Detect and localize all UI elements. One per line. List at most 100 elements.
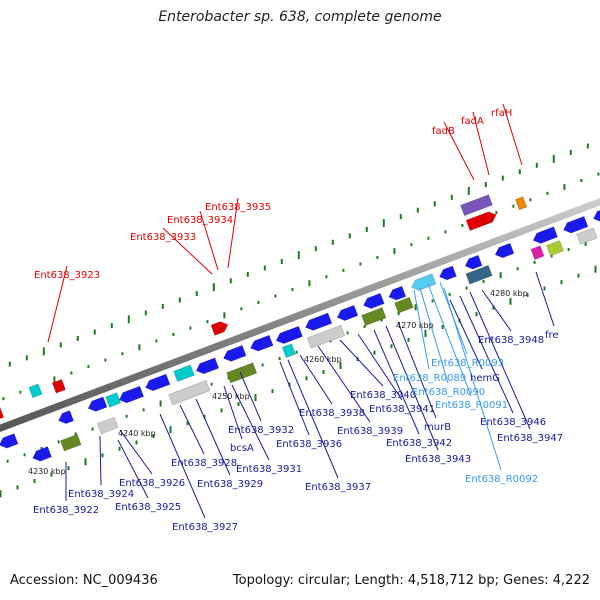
gene-feature[interactable]: [210, 319, 230, 336]
gene-label[interactable]: Ent638_3948: [478, 335, 544, 346]
gene-label[interactable]: Ent638_3926: [119, 478, 185, 489]
gene-label[interactable]: Ent638_3932: [228, 425, 294, 436]
gene-feature[interactable]: [335, 304, 359, 322]
gene-feature[interactable]: [460, 194, 493, 216]
gene-feature[interactable]: [105, 392, 122, 408]
gene-label[interactable]: Ent638_3922: [33, 505, 99, 516]
gene-feature[interactable]: [57, 410, 74, 426]
leader-line: [502, 103, 523, 166]
gene-label[interactable]: Ent638_3935: [205, 202, 271, 213]
gene-feature[interactable]: [28, 383, 43, 399]
gene-feature[interactable]: [173, 364, 195, 382]
gene-feature[interactable]: [530, 245, 545, 260]
gene-label[interactable]: Ent638_3936: [276, 439, 342, 450]
gene-feature[interactable]: [274, 325, 303, 345]
gene-label[interactable]: Ent638_R0093: [431, 358, 504, 369]
gene-feature[interactable]: [546, 240, 564, 257]
gene-feature[interactable]: [387, 285, 407, 302]
gene-feature[interactable]: [463, 254, 483, 271]
gene-label[interactable]: rfaH: [491, 108, 512, 119]
scale-label: 4230 kbp: [28, 467, 66, 476]
gene-label[interactable]: Ent638_3941: [369, 404, 435, 415]
leader-line: [535, 271, 555, 327]
gene-label[interactable]: Ent638_R0089: [393, 373, 466, 384]
gene-feature[interactable]: [31, 446, 52, 464]
gene-feature[interactable]: [226, 362, 258, 384]
leader-line: [162, 227, 213, 275]
leader-line: [419, 287, 449, 384]
gene-label[interactable]: Ent638_3942: [386, 438, 452, 449]
gene-label[interactable]: Ent638_3939: [337, 426, 403, 437]
gene-label[interactable]: Ent638_3928: [171, 458, 237, 469]
gene-feature[interactable]: [222, 345, 247, 363]
gene-feature[interactable]: [51, 378, 66, 394]
gene-label[interactable]: Ent638_3938: [299, 408, 365, 419]
gene-label[interactable]: Ent638_3943: [405, 454, 471, 465]
gene-feature[interactable]: [562, 215, 589, 235]
gene-label[interactable]: Ent638_3925: [115, 502, 181, 513]
gene-feature[interactable]: [361, 307, 387, 327]
gene-feature[interactable]: [465, 264, 493, 285]
gene-feature[interactable]: [281, 343, 296, 359]
gene-label[interactable]: Ent638_3946: [480, 417, 546, 428]
gene-label[interactable]: Ent638_R0092: [465, 474, 538, 485]
gene-label[interactable]: fadA: [461, 116, 484, 127]
gene-feature[interactable]: [306, 324, 346, 349]
gene-feature[interactable]: [362, 292, 385, 310]
gene-feature[interactable]: [592, 206, 600, 223]
gene-label[interactable]: Ent638_R0091: [435, 400, 508, 411]
gene-feature[interactable]: [168, 380, 211, 406]
gene-label[interactable]: Ent638_3927: [172, 522, 238, 533]
gene-feature[interactable]: [144, 373, 171, 393]
accession-label: Accession: NC_009436: [10, 573, 158, 588]
leader-line: [195, 398, 231, 476]
scale-label: 4270 kbp: [396, 321, 434, 330]
gene-label[interactable]: Ent638_3947: [497, 433, 563, 444]
gene-feature[interactable]: [493, 242, 515, 260]
gene-label[interactable]: bcsA: [230, 443, 254, 454]
gene-feature[interactable]: [0, 406, 5, 422]
leader-line: [469, 291, 531, 430]
leader-line: [223, 385, 243, 440]
gene-feature[interactable]: [194, 357, 220, 376]
gene-features: [0, 194, 600, 464]
gene-feature[interactable]: [304, 312, 333, 332]
gene-label[interactable]: Ent638_3923: [34, 270, 100, 281]
gene-feature[interactable]: [410, 273, 437, 293]
gene-feature[interactable]: [249, 334, 274, 353]
leader-line: [443, 287, 502, 471]
gene-label[interactable]: Ent638_3940: [350, 390, 416, 401]
gene-label[interactable]: murB: [424, 422, 451, 433]
gene-label[interactable]: Ent638_3924: [68, 489, 134, 500]
leader-line: [427, 283, 472, 397]
gene-feature[interactable]: [531, 226, 558, 246]
gene-feature[interactable]: [576, 227, 598, 245]
gene-feature[interactable]: [438, 265, 457, 282]
gene-label[interactable]: Ent638_3934: [167, 215, 233, 226]
label-leaders: [47, 103, 555, 519]
gene-label[interactable]: Ent638_3937: [305, 482, 371, 493]
genome-backbone: [0, 198, 600, 432]
gene-label[interactable]: Ent638_R0090: [412, 387, 485, 398]
gene-feature[interactable]: [0, 433, 19, 451]
gene-label[interactable]: hemG: [470, 373, 500, 384]
gene-feature[interactable]: [96, 416, 119, 435]
topology-label: Topology: circular; Length: 4,518,712 bp…: [232, 573, 590, 588]
gene-label[interactable]: Ent638_3933: [130, 232, 196, 243]
gene-label[interactable]: fadB: [432, 126, 455, 137]
leader-line: [385, 325, 439, 451]
gene-feature[interactable]: [394, 296, 414, 314]
leader-line: [117, 439, 149, 499]
gene-label[interactable]: fre: [545, 330, 559, 341]
gene-feature[interactable]: [86, 396, 108, 414]
scale-label: 4260 kbp: [304, 355, 342, 364]
gene-label[interactable]: Ent638_3931: [236, 464, 302, 475]
leader-line: [99, 435, 102, 486]
gene-feature[interactable]: [117, 385, 145, 405]
gene-feature[interactable]: [515, 196, 528, 211]
gene-feature[interactable]: [465, 210, 498, 231]
scale-label: 4250 kbp: [212, 392, 250, 401]
gene-feature[interactable]: [60, 433, 82, 452]
leader-line: [279, 361, 310, 436]
gene-label[interactable]: Ent638_3929: [197, 479, 263, 490]
